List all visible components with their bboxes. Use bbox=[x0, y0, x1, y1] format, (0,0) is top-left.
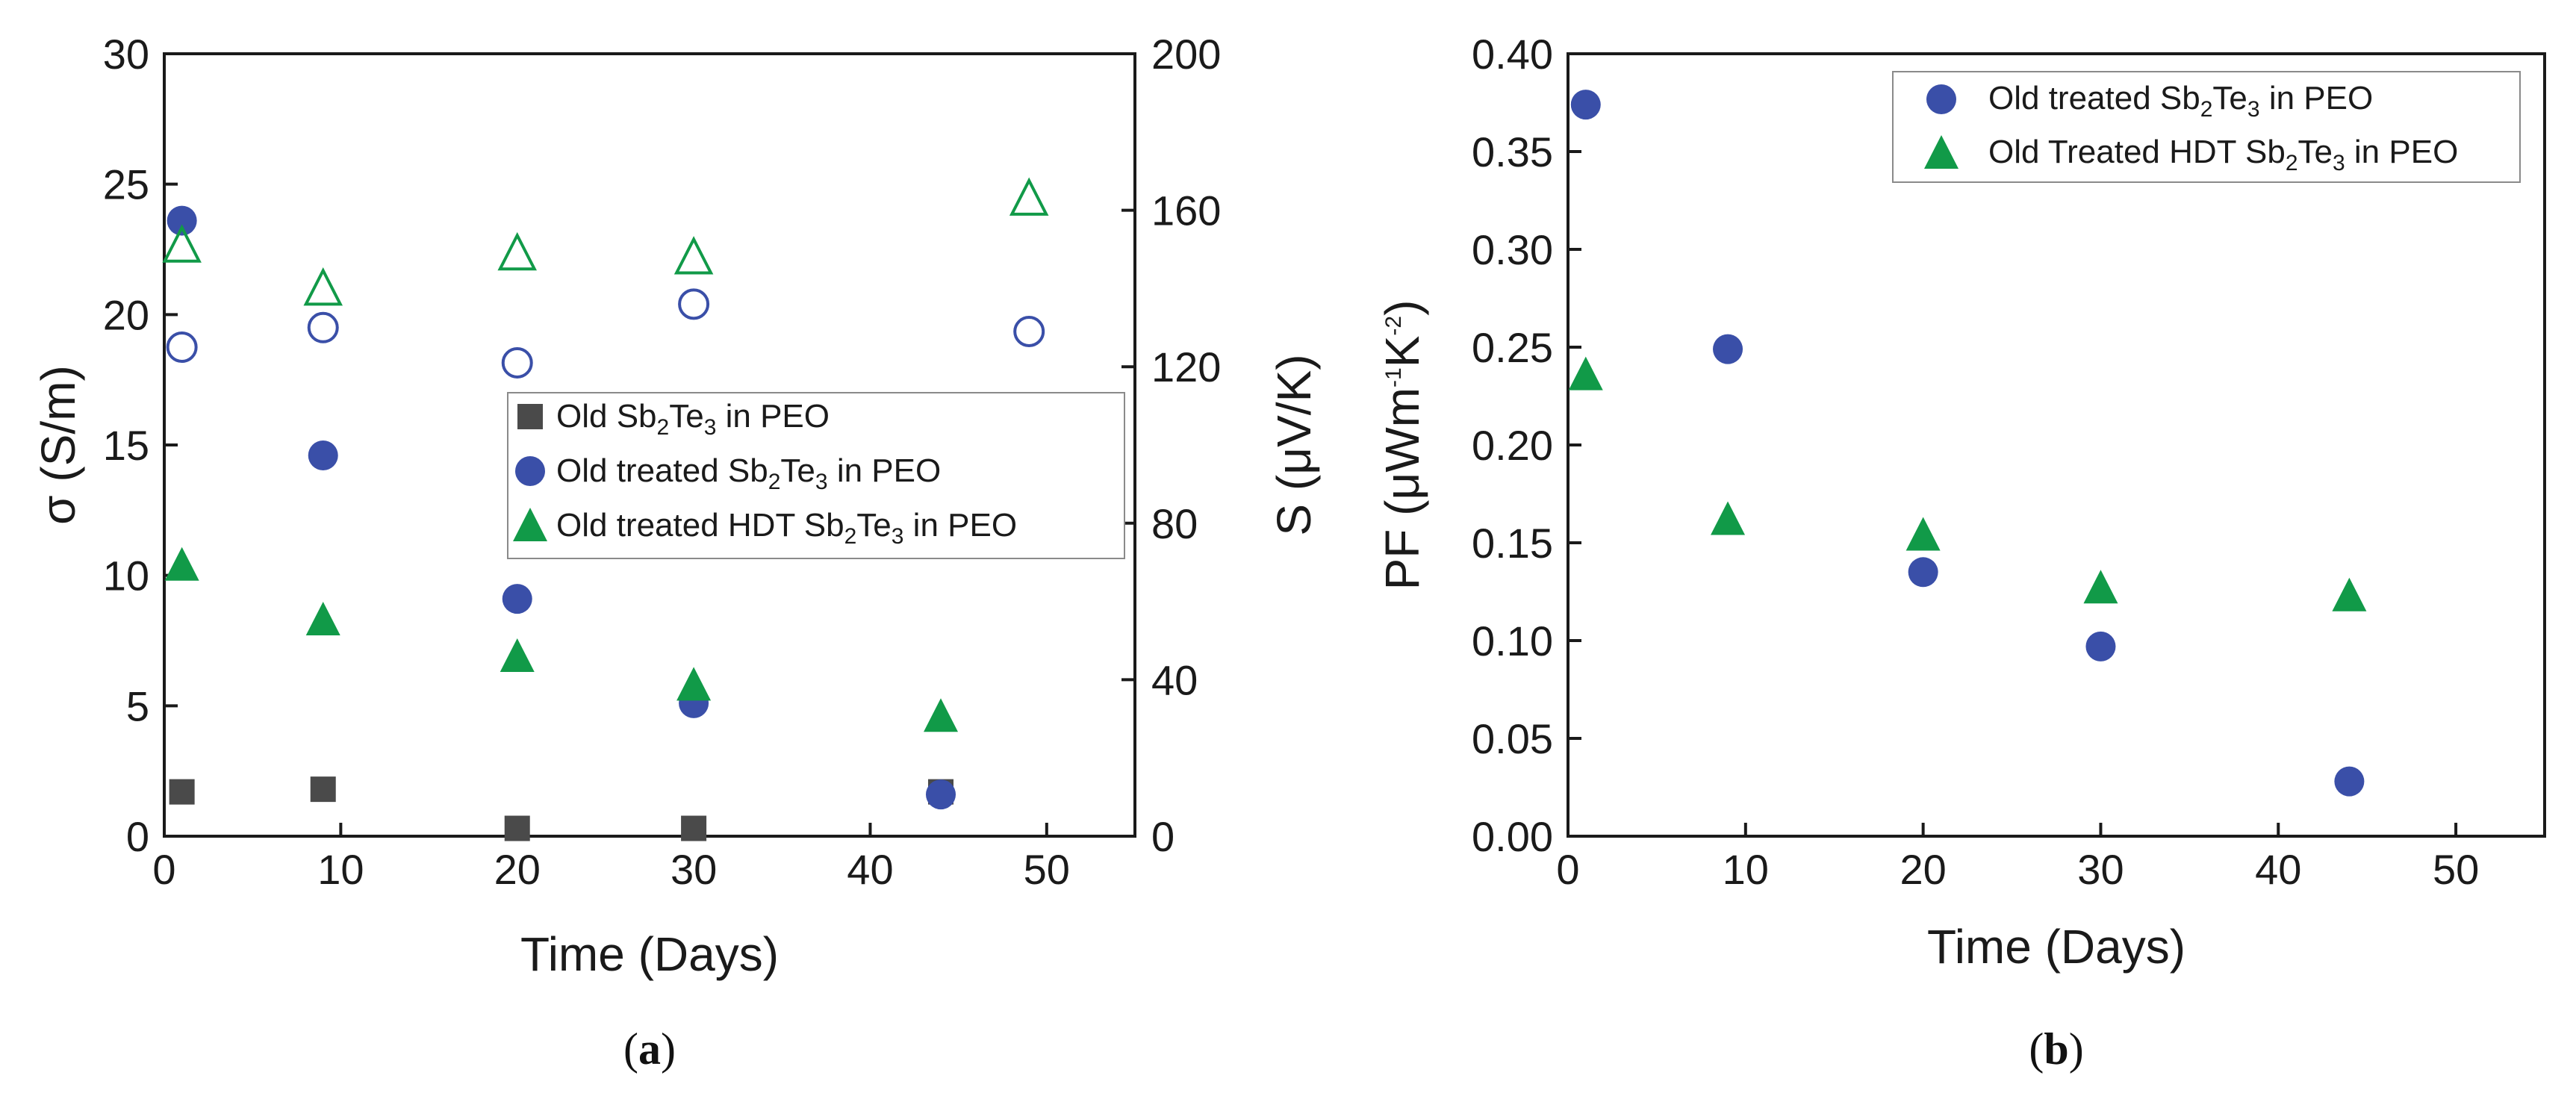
panel-b-marks bbox=[1568, 90, 2367, 797]
panel-a-series-5-point bbox=[303, 267, 343, 306]
panel-a-series-4-point bbox=[307, 311, 339, 343]
panel-b-series-2-point bbox=[1905, 517, 1941, 551]
panel-b-y-tick-label: 0.25 bbox=[1472, 324, 1553, 371]
panel-a-series-2-point bbox=[502, 584, 532, 614]
panel-a-legend: Old Sb2Te3 in PEO Old treated Sb2Te3 in … bbox=[507, 392, 1125, 559]
panel-b-series-1-point bbox=[1713, 334, 1743, 364]
panel-a-right-tick-label: 200 bbox=[1151, 31, 1221, 78]
panel-a-series-1-point bbox=[681, 815, 707, 841]
panel-a: 0 10 20 30 40 50 0 5 10 15 20 25 30 0 40 80 120 160 200 σ … bbox=[31, 31, 1321, 1074]
panel-b-ticks: 0 10 20 30 40 50 0.00 0.05 0.10 0.15 0.20 0.25 0.30 0… bbox=[1472, 31, 2479, 893]
panel-a-series-4-point bbox=[501, 346, 533, 379]
panel-a-x-tick-label: 30 bbox=[671, 846, 717, 893]
panel-a-legend-marker bbox=[513, 508, 547, 541]
panel-b-y-tick-label: 0.15 bbox=[1472, 520, 1553, 567]
panel-a-left-axis-label: σ (S/m) bbox=[31, 365, 85, 525]
panel-a-left-tick-label: 15 bbox=[103, 422, 149, 469]
panel-a-ticks: 0 10 20 30 40 50 0 5 10 15 20 25 30 0 40 80 120 160 200 bbox=[103, 31, 1222, 893]
panel-b-x-tick-label: 50 bbox=[2433, 846, 2479, 893]
panel-a-series-5-point bbox=[673, 236, 714, 275]
panel-b-legend-entry-2: Old Treated HDT Sb2Te3 in PEO bbox=[1988, 134, 2458, 175]
panel-a-series-3-point bbox=[305, 602, 340, 636]
panel-b-x-tick-label: 0 bbox=[1556, 846, 1579, 893]
panel-b-series-2-point bbox=[2332, 577, 2367, 611]
panel-a-series-5-point bbox=[1009, 177, 1049, 216]
panel-a-x-tick-label: 10 bbox=[317, 846, 364, 893]
panel-a-series-3-point bbox=[924, 698, 958, 732]
panel-b-legend: Old treated Sb2Te3 in PEO Old Treated HD… bbox=[1892, 71, 2521, 183]
panel-a-left-tick-label: 20 bbox=[103, 291, 149, 338]
panel-b: 0 10 20 30 40 50 0.00 0.05 0.10 0.15 0.20 0.25 0.30 0… bbox=[1375, 31, 2546, 1074]
panel-a-x-tick-label: 20 bbox=[494, 846, 541, 893]
panel-b-legend-marker bbox=[1926, 84, 1956, 114]
panel-b-legend-markers bbox=[1924, 84, 1959, 169]
panel-a-legend-marker bbox=[517, 404, 543, 429]
panel-b-y-tick-label: 0.30 bbox=[1472, 226, 1553, 273]
panel-b-x-axis-label: Time (Days) bbox=[1927, 920, 2185, 974]
panel-a-right-tick-label: 120 bbox=[1151, 343, 1221, 390]
panel-b-series-1-point bbox=[2085, 631, 2116, 661]
panel-a-legend-entry-1: Old Sb2Te3 in PEO bbox=[556, 398, 830, 440]
panel-b-x-tick-label: 20 bbox=[1900, 846, 1946, 893]
panel-b-series-2-point bbox=[1568, 356, 1603, 390]
panel-b-x-tick-label: 30 bbox=[2077, 846, 2124, 893]
panel-a-series-4-point bbox=[678, 288, 710, 320]
panel-b-legend-box bbox=[1892, 71, 2521, 183]
panel-a-series-2-point bbox=[308, 440, 338, 470]
panel-a-x-axis-label: Time (Days) bbox=[520, 927, 779, 981]
panel-a-marks bbox=[162, 177, 1049, 841]
panel-a-left-tick-label: 25 bbox=[103, 161, 149, 208]
panel-b-x-tick-label: 10 bbox=[1723, 846, 1769, 893]
panel-a-right-tick-label: 0 bbox=[1151, 813, 1175, 860]
panel-a-series-5-point bbox=[497, 231, 537, 271]
panel-a-caption: (a) bbox=[623, 1024, 676, 1074]
panel-a-x-tick-label: 50 bbox=[1024, 846, 1070, 893]
panel-a-series-4-point bbox=[1013, 316, 1045, 348]
panel-a-right-tick-label: 160 bbox=[1151, 187, 1221, 234]
panel-b-series-2-point bbox=[1711, 501, 1746, 535]
panel-b-y-tick-label: 0.05 bbox=[1472, 715, 1553, 762]
panel-b-legend-marker bbox=[1924, 135, 1959, 169]
panel-b-series-1-point bbox=[2334, 766, 2365, 797]
panel-a-series-3-point bbox=[676, 667, 712, 701]
panel-a-legend-markers bbox=[513, 404, 547, 541]
panel-b-series-1-point bbox=[1570, 90, 1601, 120]
panel-a-legend-box bbox=[507, 392, 1125, 559]
panel-a-series-3-point bbox=[500, 638, 535, 672]
panel-b-y-tick-label: 0.35 bbox=[1472, 128, 1553, 175]
panel-b-x-tick-label: 40 bbox=[2255, 846, 2301, 893]
panel-a-series-1-point bbox=[310, 776, 336, 803]
panel-b-y-axis-label: PF (μWm-1K-2) bbox=[1375, 300, 1429, 591]
panel-a-series-2-point bbox=[926, 779, 956, 810]
panel-a-x-tick-label: 40 bbox=[847, 846, 893, 893]
panel-a-series-2-point bbox=[167, 205, 197, 236]
panel-a-legend-entry-3: Old treated HDT Sb2Te3 in PEO bbox=[556, 507, 1017, 549]
panel-a-left-tick-label: 30 bbox=[103, 31, 149, 78]
panel-b-series-1-point bbox=[1908, 557, 1938, 588]
panel-a-series-3-point bbox=[164, 547, 199, 581]
panel-b-y-tick-label: 0.40 bbox=[1472, 31, 1553, 78]
panel-a-series-5-point bbox=[162, 224, 202, 263]
panel-b-y-tick-label: 0.10 bbox=[1472, 617, 1553, 664]
panel-b-series-2-point bbox=[2083, 570, 2118, 604]
panel-a-right-tick-label: 40 bbox=[1151, 656, 1198, 703]
panel-a-left-tick-label: 10 bbox=[103, 552, 149, 600]
panel-a-series-1-point bbox=[169, 779, 195, 805]
panel-a-series-4-point bbox=[166, 331, 198, 363]
panel-a-legend-marker bbox=[515, 456, 545, 486]
panel-a-left-tick-label: 0 bbox=[126, 813, 149, 860]
panel-b-legend-entry-1: Old treated Sb2Te3 in PEO bbox=[1988, 80, 2373, 122]
panel-a-right-tick-label: 80 bbox=[1151, 500, 1198, 547]
panel-a-right-axis-label: S (μV/K) bbox=[1267, 354, 1321, 535]
panel-b-y-tick-label: 0.20 bbox=[1472, 422, 1553, 469]
panel-a-left-tick-label: 5 bbox=[126, 682, 149, 729]
panel-a-x-tick-label: 0 bbox=[152, 846, 175, 893]
panel-b-caption: (b) bbox=[2029, 1024, 2083, 1074]
panel-a-series-1-point bbox=[504, 815, 530, 841]
panel-a-legend-entry-2: Old treated Sb2Te3 in PEO bbox=[556, 452, 941, 494]
panel-b-y-tick-label: 0.00 bbox=[1472, 813, 1553, 860]
